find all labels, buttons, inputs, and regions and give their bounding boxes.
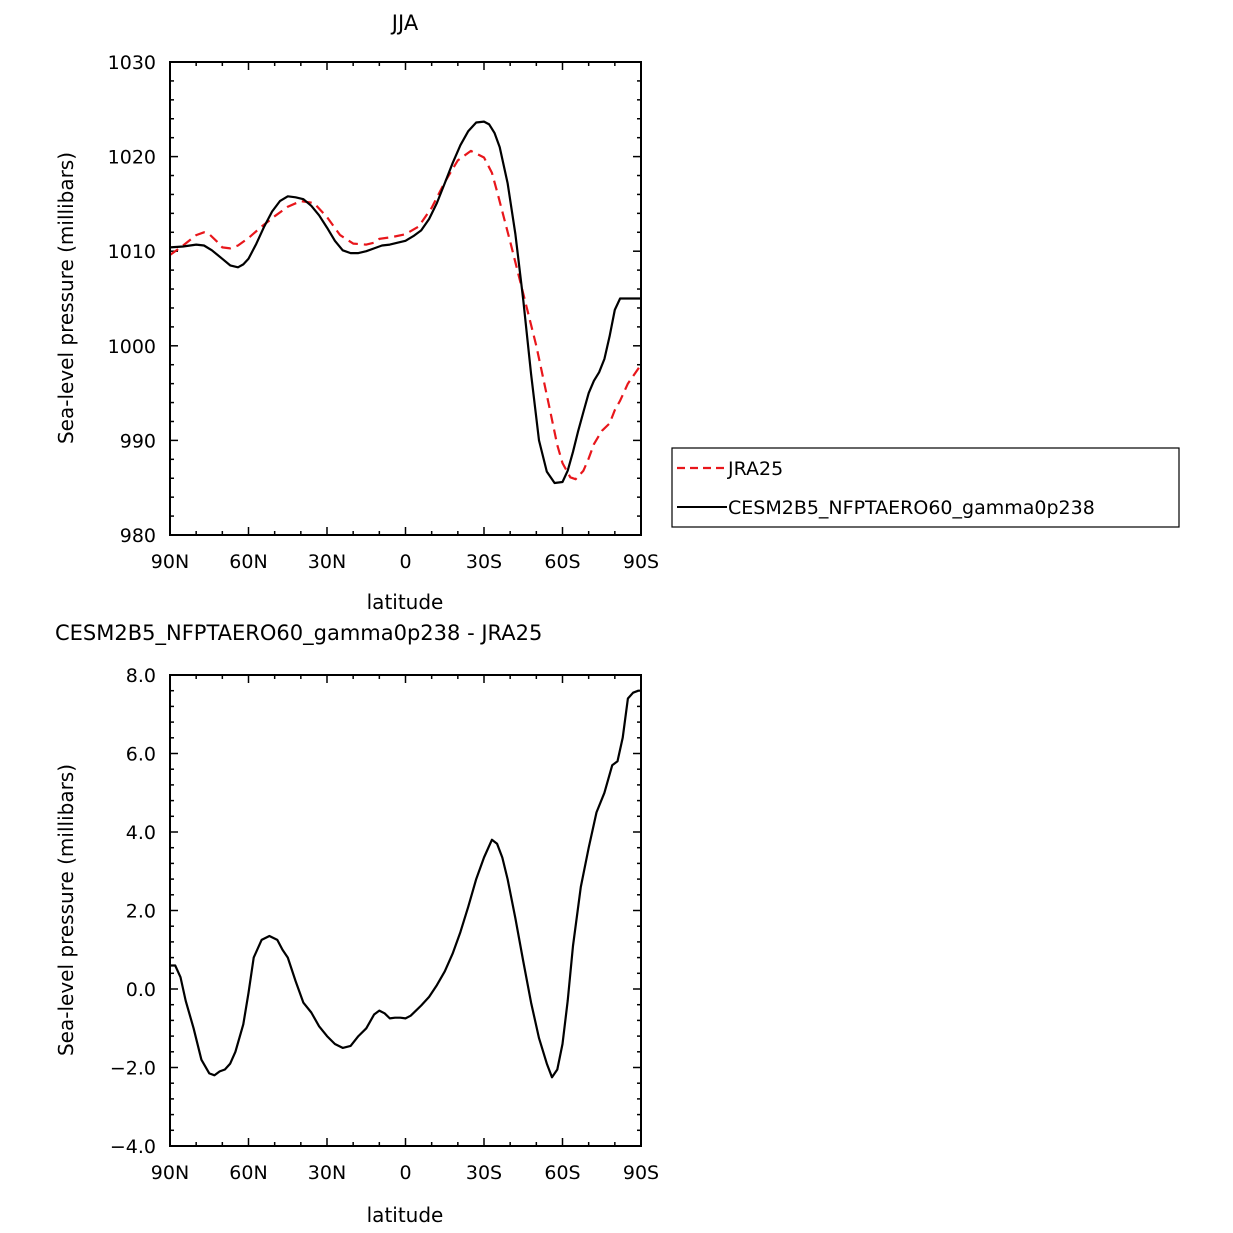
top-series-line-1 <box>169 120 641 485</box>
top-y-tick-label: 990 <box>120 430 156 452</box>
top-y-tick-label: 1030 <box>108 52 156 74</box>
top-x-tick-label: 90S <box>623 551 659 573</box>
bottom-x-tick-label: 60N <box>229 1162 267 1184</box>
bottom-x-tick-label: 60S <box>544 1162 580 1184</box>
bottom-y-tick-label: −2.0 <box>110 1058 156 1080</box>
bottom-y-tick-label: 0.0 <box>126 979 156 1001</box>
top-y-tick-label: 1000 <box>108 336 156 358</box>
top-x-axis-label: latitude <box>367 590 444 614</box>
top-x-tick-label: 30S <box>466 551 502 573</box>
top-plot-frame <box>169 61 642 536</box>
top-x-tick-label: 0 <box>399 551 411 573</box>
bottom-x-tick-label: 90N <box>151 1162 189 1184</box>
top-panel: JJA Sea-level pressure (millibars) latit… <box>54 11 659 614</box>
top-y-tick-label: 1020 <box>108 147 156 169</box>
legend: JRA25 CESM2B5_NFPTAERO60_gamma0p238 <box>671 447 1180 528</box>
top-x-tick-label: 60N <box>229 551 267 573</box>
bottom-x-axis-label: latitude <box>367 1203 444 1227</box>
top-y-axis-label: Sea-level pressure (millibars) <box>54 152 78 444</box>
bottom-plot-frame <box>169 674 642 1147</box>
bottom-panel: CESM2B5_NFPTAERO60_gamma0p238 - JRA25 Se… <box>54 621 659 1227</box>
top-y-tick-label: 1010 <box>108 241 156 263</box>
top-ticks: 90N 60N 30N 0 30S 60S 90S 980 990 1000 1010 1020 103… <box>108 52 659 573</box>
bottom-y-tick-label: −4.0 <box>110 1136 156 1158</box>
bottom-title: CESM2B5_NFPTAERO60_gamma0p238 - JRA25 <box>55 621 542 646</box>
top-x-tick-label: 60S <box>544 551 580 573</box>
top-y-tick-label: 980 <box>120 525 156 547</box>
legend-label-cesm: CESM2B5_NFPTAERO60_gamma0p238 <box>728 497 1095 519</box>
top-x-tick-label: 30N <box>308 551 346 573</box>
bottom-x-tick-label: 0 <box>399 1162 411 1184</box>
bottom-y-tick-label: 8.0 <box>126 665 156 687</box>
bottom-ticks: 90N 60N 30N 0 30S 60S 90S −4.0 −2.0 0.0 2.0 4.0 6.0 8… <box>110 665 659 1184</box>
bottom-series <box>170 689 641 1079</box>
bottom-y-axis-label: Sea-level pressure (millibars) <box>54 764 78 1056</box>
bottom-y-tick-label: 2.0 <box>126 901 156 923</box>
bottom-series-line-0 <box>170 689 641 1079</box>
bottom-x-tick-label: 30N <box>308 1162 346 1184</box>
bottom-x-tick-label: 90S <box>623 1162 659 1184</box>
top-series <box>169 120 642 485</box>
bottom-y-tick-label: 4.0 <box>126 822 156 844</box>
legend-box <box>671 447 1180 528</box>
top-x-tick-label: 90N <box>151 551 189 573</box>
bottom-y-tick-label: 6.0 <box>126 744 156 766</box>
bottom-x-tick-label: 30S <box>466 1162 502 1184</box>
top-series-line-0 <box>169 149 642 481</box>
legend-label-jra25: JRA25 <box>727 458 783 480</box>
top-title: JJA <box>390 11 419 35</box>
